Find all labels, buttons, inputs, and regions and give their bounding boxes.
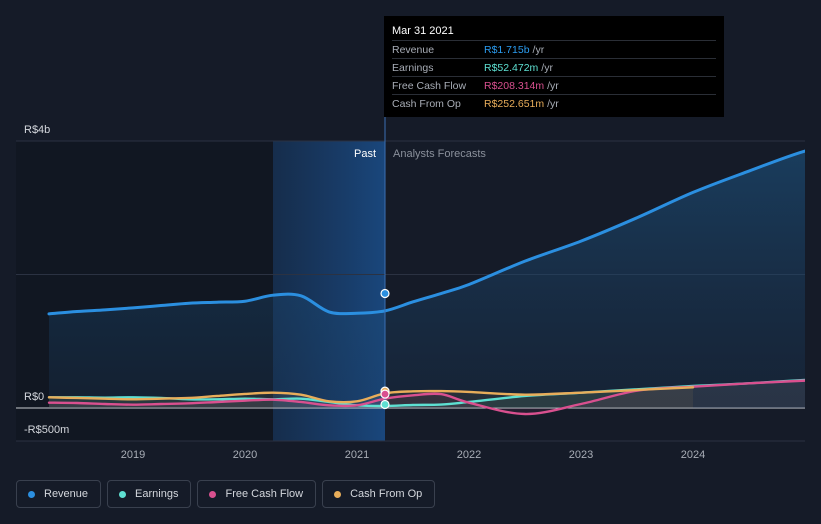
fcf-marker — [380, 389, 390, 399]
tooltip-label: Cash From Op — [392, 97, 461, 110]
legend: Revenue Earnings Free Cash Flow Cash Fro… — [16, 480, 436, 508]
highlight-markers — [380, 288, 390, 410]
tooltip-row-revenue: Revenue R$1.715b /yr — [392, 40, 716, 58]
free-cash-flow-area — [49, 380, 805, 415]
tooltip-unit: /yr — [541, 61, 553, 74]
earnings-marker — [380, 399, 390, 410]
cfo-dot-icon — [334, 490, 342, 498]
tooltip-value: R$1.715b — [484, 43, 530, 56]
free-cash-flow-line — [47, 379, 805, 416]
tooltip-unit: /yr — [547, 79, 559, 92]
x-tick-label: 2019 — [121, 449, 145, 461]
revenue-dot-icon — [28, 490, 35, 498]
x-tick-label: 2020 — [233, 449, 257, 461]
forecast-label: Analysts Forecasts — [393, 148, 486, 160]
revenue-marker — [380, 288, 390, 299]
revenue-area — [49, 151, 805, 408]
x-tick-label: 2023 — [569, 449, 593, 461]
cash-from-op-line — [47, 386, 695, 404]
tooltip-label: Earnings — [392, 61, 434, 74]
tooltip-value: R$208.314m — [484, 79, 545, 92]
y-tick-label: -R$500m — [24, 424, 69, 436]
tooltip-row-fcf: Free Cash Flow R$208.314m /yr — [392, 76, 716, 94]
tooltip-date: Mar 31 2021 — [392, 25, 454, 37]
tooltip-label: Revenue — [392, 43, 435, 56]
legend-item-revenue[interactable]: Revenue — [16, 480, 102, 508]
legend-label: Earnings — [135, 488, 179, 500]
x-tick-label: 2022 — [457, 449, 481, 461]
tooltip-row-earnings: Earnings R$52.472m /yr — [392, 58, 716, 76]
legend-item-earnings[interactable]: Earnings — [107, 480, 192, 508]
legend-label: Free Cash Flow — [225, 488, 304, 500]
legend-item-cash-from-op[interactable]: Cash From Op — [322, 480, 436, 508]
y-tick-label: R$4b — [24, 124, 50, 136]
x-tick-label: 2024 — [681, 449, 705, 461]
tooltip-row-cfo: Cash From Op R$252.651m /yr — [392, 94, 716, 112]
legend-item-free-cash-flow[interactable]: Free Cash Flow — [197, 480, 317, 508]
tooltip-value: R$252.651m — [484, 97, 545, 110]
tooltip: Mar 31 2021 Revenue R$1.715b /yr Earning… — [384, 16, 724, 117]
tooltip-label: Free Cash Flow — [392, 79, 467, 92]
earnings-dot-icon — [119, 490, 127, 498]
fcf-dot-icon — [209, 490, 217, 498]
series-lines — [47, 149, 805, 416]
tooltip-unit: /yr — [532, 43, 545, 56]
legend-label: Cash From Op — [350, 488, 423, 500]
past-label: Past — [354, 148, 376, 160]
y-tick-label: R$0 — [24, 391, 44, 403]
y-axis-labels: R$4b R$0 -R$500m — [24, 124, 69, 436]
x-tick-label: 2021 — [345, 449, 369, 461]
x-axis-labels: 2019 2020 2021 2022 2023 2024 — [121, 449, 705, 461]
revenue-line — [47, 149, 805, 316]
tooltip-value: R$52.472m — [484, 61, 539, 74]
legend-label: Revenue — [44, 488, 89, 500]
tooltip-unit: /yr — [547, 97, 559, 110]
